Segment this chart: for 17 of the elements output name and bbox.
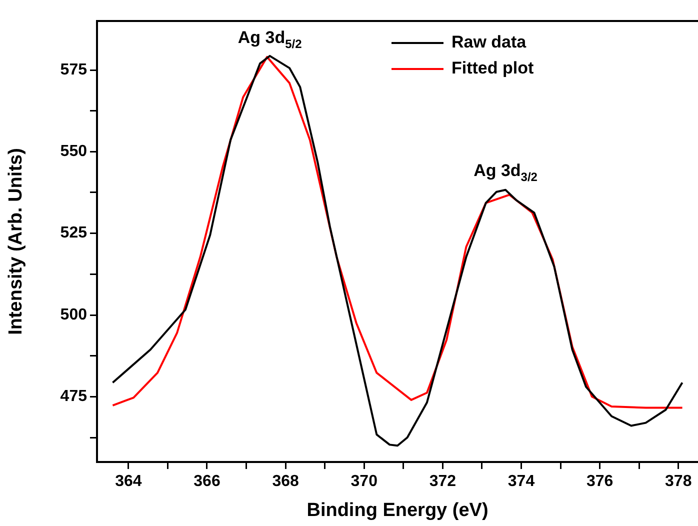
x-axis-title: Binding Energy (eV): [306, 500, 488, 521]
legend-label: Fitted plot: [451, 58, 534, 78]
x-tick-label: 368: [272, 473, 299, 490]
y-tick-label: 550: [60, 143, 88, 160]
y-tick-label: 575: [60, 61, 88, 78]
y-tick-label: 500: [60, 306, 88, 324]
x-tick-label: 374: [508, 473, 535, 490]
x-tick-label: 370: [350, 473, 378, 490]
y-axis-title: Intensity (Arb. Units): [6, 148, 27, 335]
x-tick-label: 366: [194, 473, 220, 490]
y-tick-label: 475: [60, 388, 88, 406]
legend-label: Raw data: [451, 32, 527, 52]
y-tick-label: 525: [60, 224, 88, 242]
x-tick-label: 364: [115, 473, 142, 490]
x-tick-label: 376: [586, 473, 614, 490]
x-tick-label: 378: [665, 473, 692, 490]
x-tick-label: 372: [429, 473, 456, 490]
